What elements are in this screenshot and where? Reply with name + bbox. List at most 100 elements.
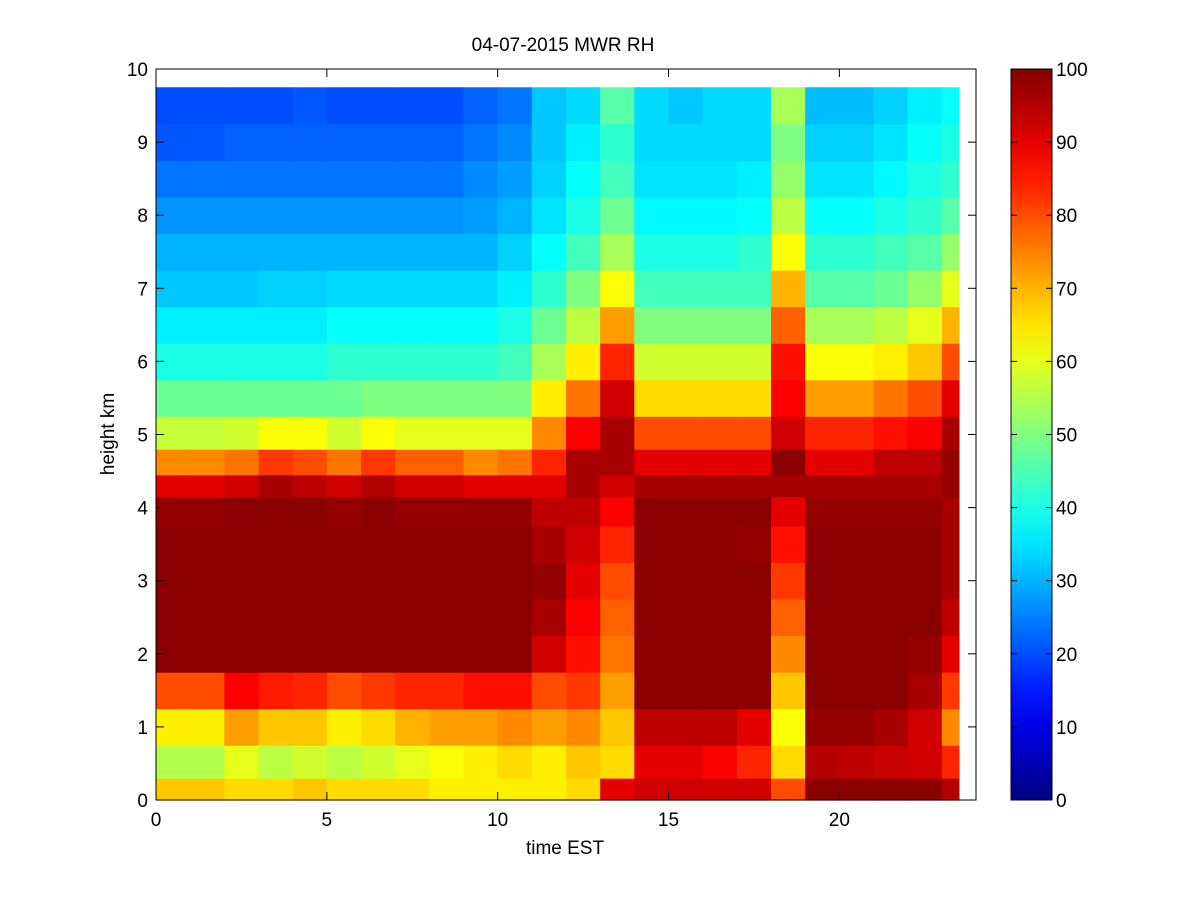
heatmap-cell xyxy=(190,778,225,801)
heatmap-cell xyxy=(531,672,567,710)
heatmap-cell xyxy=(292,306,328,344)
heatmap-cell xyxy=(771,87,806,125)
heatmap-cell xyxy=(463,525,499,564)
heatmap-cell xyxy=(258,474,294,498)
heatmap-cell xyxy=(361,496,396,527)
heatmap-cell xyxy=(600,474,635,498)
heatmap-cell xyxy=(326,379,362,417)
heatmap-cell xyxy=(839,708,875,746)
heatmap-cell xyxy=(531,416,567,450)
heatmap-cell xyxy=(736,708,772,746)
heatmap-cell xyxy=(839,474,875,498)
heatmap-cell xyxy=(190,196,225,235)
heatmap-cell xyxy=(873,778,909,801)
heatmap-cell xyxy=(190,672,225,710)
heatmap-cell xyxy=(839,562,875,600)
heatmap-cell xyxy=(839,778,875,801)
heatmap-cell xyxy=(531,474,567,498)
heatmap-cell xyxy=(361,196,396,235)
heatmap-cell xyxy=(907,635,943,673)
heatmap-cell xyxy=(702,635,738,673)
heatmap-cell xyxy=(224,123,260,161)
heatmap-cell xyxy=(395,525,430,564)
x-axis-ticks: 0 5 10 15 20 xyxy=(151,69,850,831)
heatmap-cell xyxy=(873,379,909,417)
heatmap-cell xyxy=(566,708,601,746)
heatmap-cell xyxy=(941,233,960,271)
heatmap-cell xyxy=(361,598,396,637)
heatmap-cell xyxy=(497,233,533,271)
heatmap-cell xyxy=(600,672,635,710)
heatmap-cell xyxy=(497,708,533,746)
heatmap-cell xyxy=(190,474,225,498)
heatmap-cell xyxy=(429,87,465,125)
heatmap-cell xyxy=(497,562,533,600)
heatmap-cell xyxy=(805,233,840,271)
heatmap-cell xyxy=(771,525,806,564)
heatmap-cell xyxy=(497,87,533,125)
heatmap-cell xyxy=(736,233,772,271)
heatmap-cell xyxy=(429,708,465,746)
y-tick-label: 2 xyxy=(137,645,148,666)
heatmap-cell xyxy=(907,87,943,125)
heatmap-cell xyxy=(702,562,738,600)
heatmap-cell xyxy=(566,196,601,235)
heatmap-cell xyxy=(941,196,960,235)
heatmap-cell xyxy=(600,496,635,527)
heatmap-cell xyxy=(668,708,704,746)
heatmap-cell xyxy=(668,672,704,710)
colorbar-tick-label: 50 xyxy=(1056,426,1077,447)
heatmap-cell xyxy=(873,306,909,344)
heatmap-cell xyxy=(429,449,465,476)
colorbar-ticks: 0 10 20 30 40 50 60 70 80 90 100 xyxy=(1011,60,1088,812)
heatmap-cell xyxy=(156,496,191,527)
heatmap-cell xyxy=(395,270,430,308)
heatmap-cell xyxy=(224,306,260,344)
heatmap-cell xyxy=(941,598,960,637)
heatmap-cell xyxy=(839,233,875,271)
heatmap-cell xyxy=(361,525,396,564)
heatmap-cell xyxy=(463,270,499,308)
heatmap-cell xyxy=(361,449,396,476)
heatmap-cell xyxy=(258,306,294,344)
heatmap-cell xyxy=(531,270,567,308)
heatmap-cell xyxy=(531,379,567,417)
heatmap-cell xyxy=(531,196,567,235)
heatmap-cell xyxy=(361,672,396,710)
heatmap-cell xyxy=(805,525,840,564)
heatmap-cell xyxy=(156,745,191,779)
heatmap-cell xyxy=(429,343,465,381)
chart-title: 04-07-2015 MWR RH xyxy=(472,35,655,56)
heatmap-cell xyxy=(907,708,943,746)
x-tick-label: 10 xyxy=(487,810,508,831)
heatmap-cell xyxy=(361,708,396,746)
heatmap-cell xyxy=(668,449,704,476)
heatmap-cell xyxy=(463,449,499,476)
heatmap-cell xyxy=(258,449,294,476)
heatmap-cell xyxy=(805,745,840,779)
heatmap-cell xyxy=(429,160,465,198)
heatmap-cell xyxy=(156,598,191,637)
heatmap-cell xyxy=(771,233,806,271)
heatmap-cell xyxy=(190,233,225,271)
heatmap-cell xyxy=(805,562,840,600)
y-tick-label: 7 xyxy=(137,279,148,300)
heatmap-cell xyxy=(805,598,840,637)
x-axis-label: time EST xyxy=(526,838,605,859)
heatmap-cell xyxy=(634,525,670,564)
y-tick-label: 0 xyxy=(137,791,148,812)
heatmap-cell xyxy=(873,270,909,308)
heatmap-cell xyxy=(941,474,960,498)
heatmap-cell xyxy=(429,306,465,344)
heatmap-cell xyxy=(190,306,225,344)
heatmap-cell xyxy=(873,708,909,746)
heatmap-cell xyxy=(736,672,772,710)
heatmap-cell xyxy=(839,196,875,235)
heatmap-cell xyxy=(839,379,875,417)
heatmap-cell xyxy=(258,123,294,161)
y-tick-label: 9 xyxy=(137,133,148,154)
heatmap-cell xyxy=(497,416,533,450)
heatmap-cell xyxy=(326,449,362,476)
heatmap-cell xyxy=(190,496,225,527)
heatmap-cell xyxy=(258,496,294,527)
